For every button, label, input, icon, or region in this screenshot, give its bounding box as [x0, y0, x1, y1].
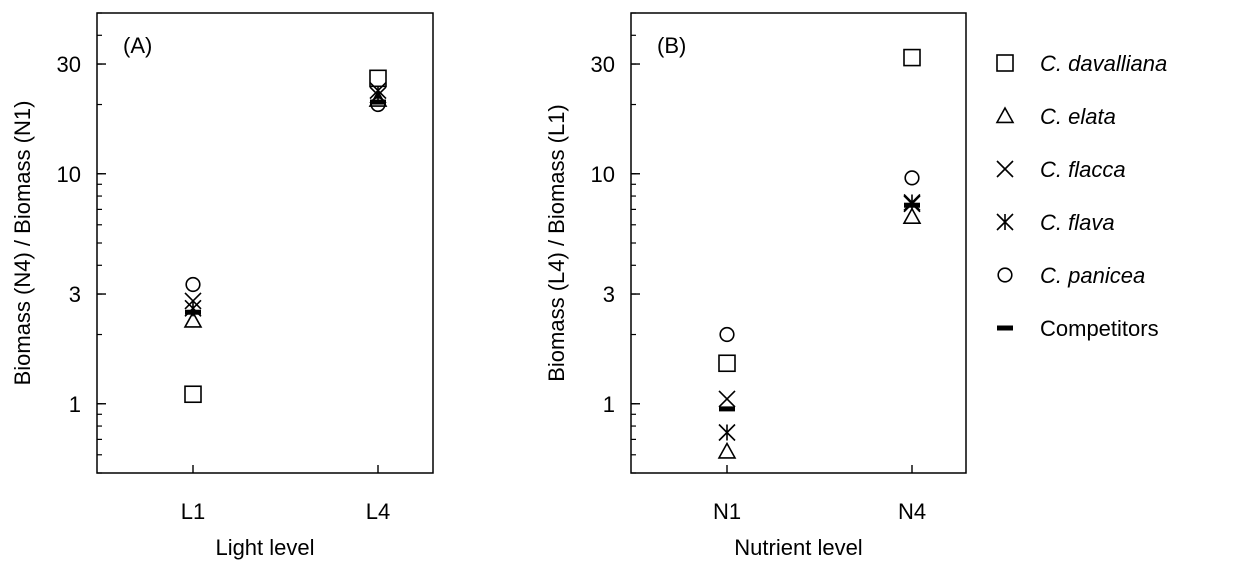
x-tick-label: N1 [713, 499, 741, 524]
data-point-square [185, 386, 201, 402]
x-tick-label: L1 [181, 499, 205, 524]
y-tick-label: 3 [603, 282, 615, 307]
legend-item: C. davalliana [997, 51, 1167, 76]
plot-frame [97, 13, 433, 473]
legend-label: C. flava [1040, 210, 1115, 235]
legend-marker-asterisk [997, 214, 1013, 230]
y-tick-label: 3 [69, 282, 81, 307]
chart-panel-a: 1 3 10 30 L1 L4 Light level Biomass (N4) / Biom… [10, 13, 433, 560]
panel-label: (B) [657, 33, 686, 58]
data-point-triangle [719, 444, 735, 458]
data-point-dash [904, 203, 920, 208]
y-tick-label: 10 [591, 162, 615, 187]
data-point-circle [186, 278, 200, 292]
y-tick-label: 10 [57, 162, 81, 187]
data-point-square [904, 50, 920, 66]
y-tick-label: 1 [69, 392, 81, 417]
legend-label: C. panicea [1040, 263, 1145, 288]
legend-label: C. elata [1040, 104, 1116, 129]
legend-label: Competitors [1040, 316, 1159, 341]
data-point-square [719, 355, 735, 371]
data-point-dash [370, 100, 386, 105]
data-point-dash [719, 406, 735, 411]
legend: C. davalliana C. elata C. flacca C. flava C.… [997, 51, 1167, 341]
y-tick-label: 1 [603, 392, 615, 417]
legend-marker-circle [998, 268, 1012, 282]
legend-marker-square [997, 55, 1013, 71]
legend-label: C. flacca [1040, 157, 1126, 182]
y-axis-label: Biomass (N4) / Biomass (N1) [10, 101, 35, 386]
data-point-asterisk [904, 194, 920, 210]
legend-label: C. davalliana [1040, 51, 1167, 76]
legend-item: C. flacca [997, 157, 1126, 182]
data-point-circle [720, 328, 734, 342]
legend-marker-x [997, 161, 1013, 177]
chart-panel-b: 1 3 10 30 N1 N4 Nutrient level Biomass (L4) / B… [544, 13, 966, 560]
data-point-asterisk [719, 424, 735, 440]
panel-label: (A) [123, 33, 152, 58]
legend-marker-triangle [997, 108, 1013, 122]
legend-item: C. panicea [998, 263, 1145, 288]
data-point-x [719, 391, 735, 407]
panels: 1 3 10 30 L1 L4 Light level Biomass (N4) / Biom… [10, 13, 966, 560]
plot-frame [631, 13, 966, 473]
data-point-circle [905, 171, 919, 185]
y-tick-label: 30 [57, 52, 81, 77]
legend-marker-dash [997, 326, 1013, 331]
x-axis-label: Nutrient level [734, 535, 862, 560]
y-tick-label: 30 [591, 52, 615, 77]
legend-item: C. elata [997, 104, 1116, 129]
legend-item: C. flava [997, 210, 1115, 235]
y-axis-label: Biomass (L4) / Biomass (L1) [544, 104, 569, 382]
x-tick-label: L4 [366, 499, 390, 524]
legend-item: Competitors [997, 316, 1159, 341]
x-tick-label: N4 [898, 499, 926, 524]
x-axis-label: Light level [215, 535, 314, 560]
data-point-dash [185, 310, 201, 315]
data-point-triangle [904, 209, 920, 223]
